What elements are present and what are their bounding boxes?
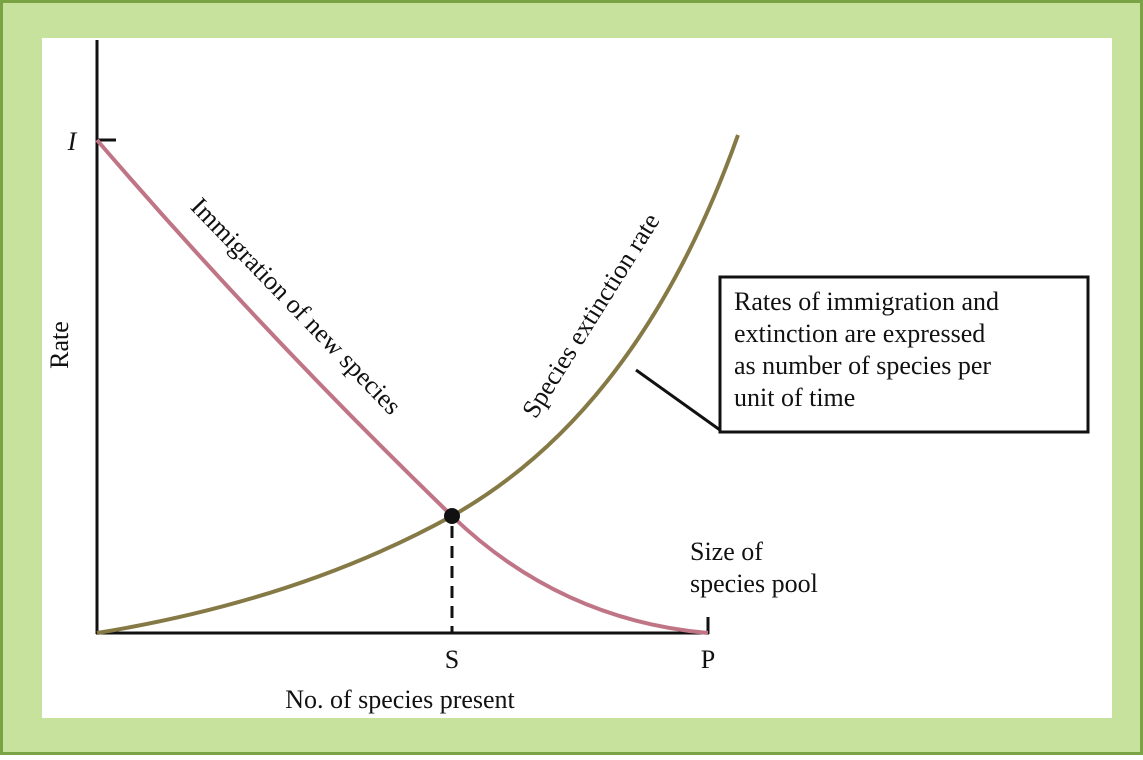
- pool-label: Size of: [690, 537, 763, 566]
- callout-box: [718, 275, 1090, 434]
- i-label: I: [67, 127, 78, 156]
- callout-line: extinction are expressed: [734, 319, 985, 348]
- equilibrium-point: [444, 508, 460, 524]
- y-label: Rate: [45, 321, 74, 369]
- callout-line: as number of species per: [734, 351, 991, 380]
- extinction-curve: [96, 134, 740, 635]
- immigration-curve: [95, 138, 709, 635]
- callout-line: unit of time: [734, 383, 855, 412]
- s-label: S: [445, 645, 459, 674]
- x-label: No. of species present: [285, 685, 515, 714]
- pool-label: species pool: [690, 569, 818, 598]
- callout-line: Rates of immigration and: [734, 287, 999, 316]
- p-label: P: [701, 645, 715, 674]
- callout-leader: [635, 368, 721, 432]
